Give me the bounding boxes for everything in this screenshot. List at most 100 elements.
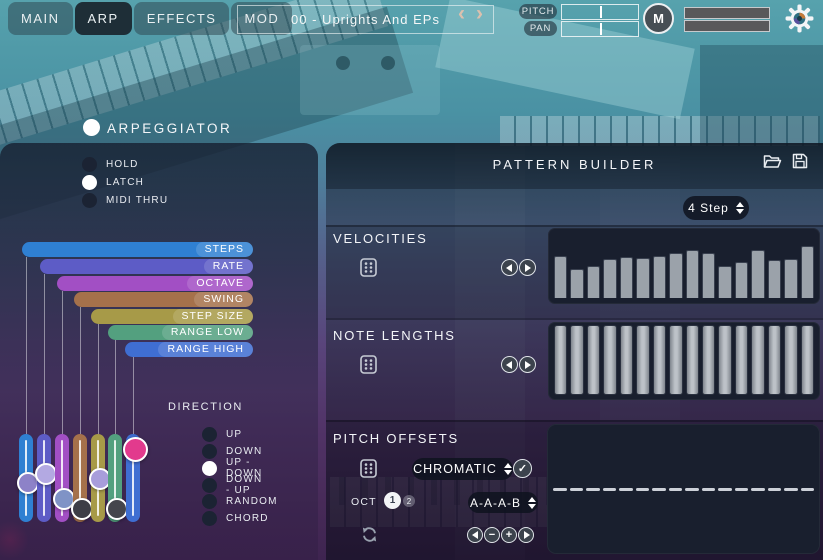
velocity-bar[interactable] xyxy=(636,257,650,298)
pitch-prev-button[interactable] xyxy=(467,527,483,543)
pitch-slider[interactable] xyxy=(561,4,639,20)
velocity-bar[interactable] xyxy=(685,250,699,298)
param-bar-range-high[interactable]: RANGE HIGH xyxy=(125,342,253,357)
tab-effects[interactable]: EFFECTS xyxy=(133,2,230,35)
note-length-bar[interactable] xyxy=(636,325,650,395)
radio-icon[interactable] xyxy=(202,510,217,526)
pitch-step-dash[interactable] xyxy=(751,487,765,491)
velocity-bar[interactable] xyxy=(669,253,683,298)
note-length-bar[interactable] xyxy=(767,325,782,395)
tab-mod[interactable]: MOD xyxy=(231,2,293,35)
scale-select[interactable]: CHROMATIC xyxy=(412,458,513,480)
pitch-minus-button[interactable]: − xyxy=(484,527,500,543)
velocity-bar[interactable] xyxy=(718,266,732,298)
velocity-bar[interactable] xyxy=(586,265,601,298)
pitch-step-dash[interactable] xyxy=(734,487,748,491)
velocity-bar[interactable] xyxy=(800,246,814,298)
velocity-bar[interactable] xyxy=(734,261,749,298)
bar-size-select[interactable]: 4 Step xyxy=(683,196,749,220)
pitch-step-dash[interactable] xyxy=(635,487,649,491)
velocity-bar[interactable] xyxy=(767,259,782,298)
pitch-step-dash[interactable] xyxy=(586,487,600,491)
velocity-bar[interactable] xyxy=(603,258,617,298)
param-knob-range-low[interactable] xyxy=(106,498,128,520)
note-length-bar[interactable] xyxy=(669,325,683,395)
oct-option-2[interactable]: 2 xyxy=(403,495,415,507)
level-slider-2[interactable] xyxy=(684,20,770,32)
spinner-arrows-icon[interactable] xyxy=(503,463,512,475)
settings-gear-icon[interactable] xyxy=(784,3,815,39)
mode-latch[interactable]: LATCH xyxy=(82,173,168,191)
refresh-icon[interactable] xyxy=(361,526,378,548)
preset-next-button[interactable]: › xyxy=(476,2,483,25)
pan-slider-handle[interactable] xyxy=(600,23,602,35)
folder-open-icon[interactable] xyxy=(763,154,782,174)
velocity-bar[interactable] xyxy=(784,258,798,298)
note-length-bar[interactable] xyxy=(718,325,732,395)
note-length-bar[interactable] xyxy=(701,325,716,395)
mode-hold[interactable]: HOLD xyxy=(82,155,168,173)
radio-icon[interactable] xyxy=(82,156,97,172)
pitch-step-dash[interactable] xyxy=(701,487,715,491)
radio-icon[interactable] xyxy=(202,426,217,442)
param-bar-swing[interactable]: SWING xyxy=(74,292,253,307)
note-length-bar[interactable] xyxy=(652,325,667,395)
dice-icon[interactable] xyxy=(360,258,377,282)
radio-icon[interactable] xyxy=(82,174,97,190)
pattern-select[interactable]: A-A-A-B xyxy=(468,492,538,513)
note-length-bar[interactable] xyxy=(800,325,814,395)
param-knob-swing[interactable] xyxy=(71,498,93,520)
scale-apply-button[interactable]: ✓ xyxy=(513,459,532,478)
level-slider-1[interactable] xyxy=(684,7,770,19)
pitch-step-dash[interactable] xyxy=(685,487,699,491)
note-length-bar[interactable] xyxy=(751,325,765,395)
pitch-step-dash[interactable] xyxy=(668,487,682,491)
velocities-prev-button[interactable] xyxy=(501,259,518,276)
velocity-bar[interactable] xyxy=(619,257,634,298)
preset-prev-button[interactable]: ‹ xyxy=(458,2,465,25)
pitch-step-dash[interactable] xyxy=(619,487,633,491)
radio-icon[interactable] xyxy=(82,192,97,208)
note-lengths-graph[interactable] xyxy=(548,322,820,400)
velocity-bar[interactable] xyxy=(554,256,568,298)
pitch-step-dash[interactable] xyxy=(800,487,814,491)
tab-main[interactable]: MAIN xyxy=(8,2,73,35)
preset-selector[interactable]: 00 - Uprights And EPs xyxy=(237,5,494,34)
param-bar-steps[interactable]: STEPS xyxy=(22,242,253,257)
pitch-step-dash[interactable] xyxy=(718,487,732,491)
note-length-bar[interactable] xyxy=(554,325,568,395)
param-bar-range-low[interactable]: RANGE LOW xyxy=(108,325,253,340)
pitch-step-dash[interactable] xyxy=(784,487,798,491)
velocity-bar[interactable] xyxy=(652,256,667,298)
spinner-arrows-icon[interactable] xyxy=(528,496,536,509)
pitch-plus-button[interactable]: + xyxy=(501,527,517,543)
save-icon[interactable] xyxy=(792,153,808,174)
pitch-step-dash[interactable] xyxy=(553,487,567,491)
oct-option-1[interactable]: 1 xyxy=(384,492,401,509)
radio-icon[interactable] xyxy=(202,477,217,493)
note-length-bar[interactable] xyxy=(784,325,798,395)
velocity-bar[interactable] xyxy=(570,268,584,298)
note-lengths-next-button[interactable] xyxy=(519,356,536,373)
pitch-step-dash[interactable] xyxy=(652,487,666,491)
param-bar-step-size[interactable]: STEP SIZE xyxy=(91,309,253,324)
velocity-bar[interactable] xyxy=(751,249,765,298)
param-bar-octave[interactable]: OCTAVE xyxy=(57,276,253,291)
note-length-bar[interactable] xyxy=(734,325,749,395)
note-length-bar[interactable] xyxy=(603,325,617,395)
direction-down[interactable]: DOWN xyxy=(202,443,262,459)
mode-midi-thru[interactable]: MIDI THRU xyxy=(82,191,168,209)
pitch-step-dash[interactable] xyxy=(602,487,616,491)
param-knob-rate[interactable] xyxy=(35,463,57,485)
dice-icon[interactable] xyxy=(360,355,377,379)
direction-down-up[interactable]: DOWN - UP xyxy=(202,474,262,496)
spinner-arrows-icon[interactable] xyxy=(735,202,744,214)
dice-icon[interactable] xyxy=(360,459,377,483)
pitch-next-button[interactable] xyxy=(518,527,534,543)
note-length-bar[interactable] xyxy=(586,325,601,395)
direction-random[interactable]: RANDOM xyxy=(202,493,278,509)
param-knob-range-high[interactable] xyxy=(122,436,148,462)
radio-icon[interactable] xyxy=(202,493,217,509)
direction-up[interactable]: UP xyxy=(202,426,242,442)
velocities-graph[interactable] xyxy=(548,228,820,304)
